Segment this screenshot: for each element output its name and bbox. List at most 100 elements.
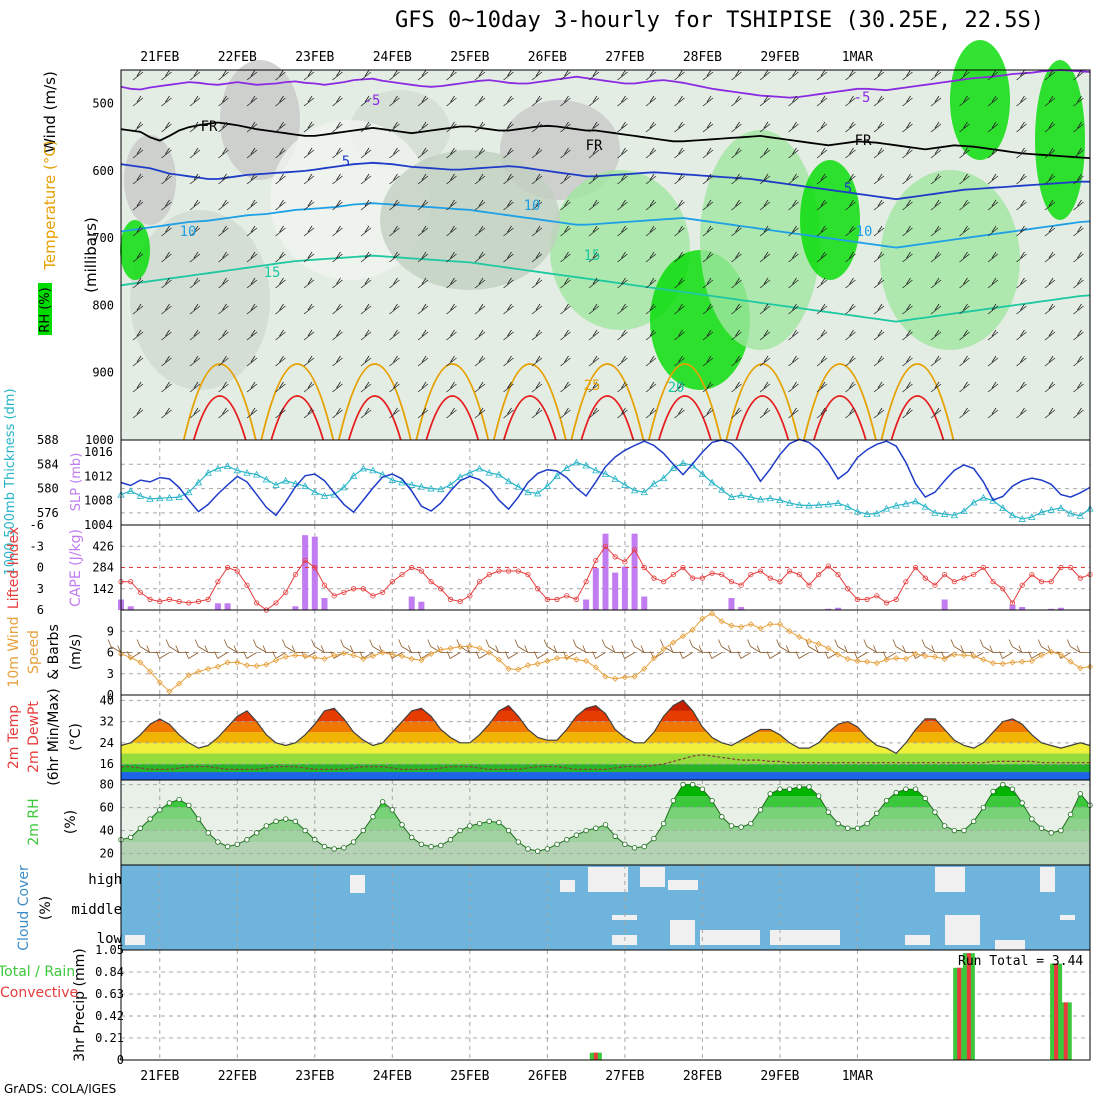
wind-tick-label: 0 [107,688,114,702]
temp-axis-label-3: (6hr Min/Max) [46,688,62,785]
wind-barb [1016,121,1027,133]
wind-barb [617,69,628,81]
warm-isotherm-arc [425,395,480,441]
wind-barb [1073,147,1084,159]
wind-barb [446,277,457,289]
wind-barb [788,69,799,81]
wind-barb [189,199,201,211]
wind-barb-10m [815,645,829,653]
wind-barb [1016,329,1027,341]
wind-barb [816,225,828,237]
wind-barb [645,173,657,185]
wind-speed-point [553,655,561,662]
wind-barb-10m [582,645,596,653]
wind-barb [788,95,799,107]
wind-barb [246,95,258,107]
wind-barb [531,173,543,185]
wind-barb [161,225,172,237]
wind-barb [560,277,571,289]
wind-barb-10m [214,651,228,659]
wind-barb-10m [543,639,558,653]
rh-point [428,843,434,850]
wind-barb [218,225,229,237]
wind-speed-point [117,650,125,657]
wind-barb [360,329,372,341]
rh-point [932,809,938,815]
isotherm-label: 5 [844,181,852,197]
cape-bar [1009,604,1016,610]
lifted-index-line [121,545,1091,611]
wind-barb [759,199,771,211]
wind-barb [959,381,970,393]
wind-barb [617,199,628,211]
wind-barb [446,407,457,419]
li-tick-label: 0 [37,561,44,575]
rh-point [360,827,366,834]
wind-speed-point [524,662,532,669]
wind-speed-point [873,660,880,667]
rh-point [544,846,551,852]
precip-tick-label: 0.42 [95,1009,124,1023]
lifted-index-point [186,600,192,606]
rh-point [486,818,492,825]
lifted-index-point [147,596,153,602]
wind-barb [845,199,856,211]
wind-barb [474,381,486,393]
wind-barb [645,277,657,289]
wind-speed-point [864,658,871,665]
precip-convective-bar [966,953,971,1060]
thickness-point [233,466,241,474]
rh-shading-area [120,220,150,280]
wind-barb [161,407,172,419]
thickness-tick-label: 576 [37,506,59,520]
wind-barb [902,303,913,315]
wind-barb [474,251,486,263]
thickness-point [543,482,552,490]
wind-barb [873,303,885,315]
wind-barb [845,147,856,159]
precip-tick-label: 0.21 [95,1031,124,1045]
wind-barb [246,69,258,81]
wind-barb [1044,95,1056,107]
wind-barb-10m [921,639,936,653]
wind-barb [902,355,913,367]
lifted-index-point [922,575,928,581]
rh-point [806,784,812,790]
thickness-point [1076,512,1084,519]
thickness-point [214,464,222,472]
wind-barb [987,303,999,315]
wind-barb [275,381,286,393]
wind-barb [645,329,657,341]
rh-point [283,816,289,822]
wind-speed-point [747,621,754,628]
wind-barb [389,69,400,81]
wind-barb-10m [785,645,800,653]
lifted-index-point [612,554,618,560]
wind-barb [902,173,913,185]
wind-barb-10m [495,645,509,653]
rh-point [980,804,987,811]
wind-barb-10m [950,639,965,653]
wind-barb [218,173,229,185]
precip-legend-total: Total / Rain [0,964,75,980]
cloud-block [125,935,145,945]
wind-barb [816,303,828,315]
wind-barb [588,381,600,393]
rh-point [496,819,502,826]
cape-bar [302,535,309,610]
wind-barb [417,277,429,289]
rh-point [709,797,715,804]
wind-barb [446,251,457,263]
wind-barb [1073,329,1084,341]
wind-barb [674,147,685,159]
wind-barb [303,303,315,315]
wind-barb-10m [204,645,218,653]
wind-barb-10m [165,639,180,653]
wind-speed-point [563,654,570,661]
wind10m-axis-label-3: & Barbs [46,624,62,680]
wind-barb [816,95,828,107]
wind-barb [788,121,799,133]
thickness-point [844,502,852,510]
wind-speed-point [941,655,948,662]
wind-barb [674,69,685,81]
